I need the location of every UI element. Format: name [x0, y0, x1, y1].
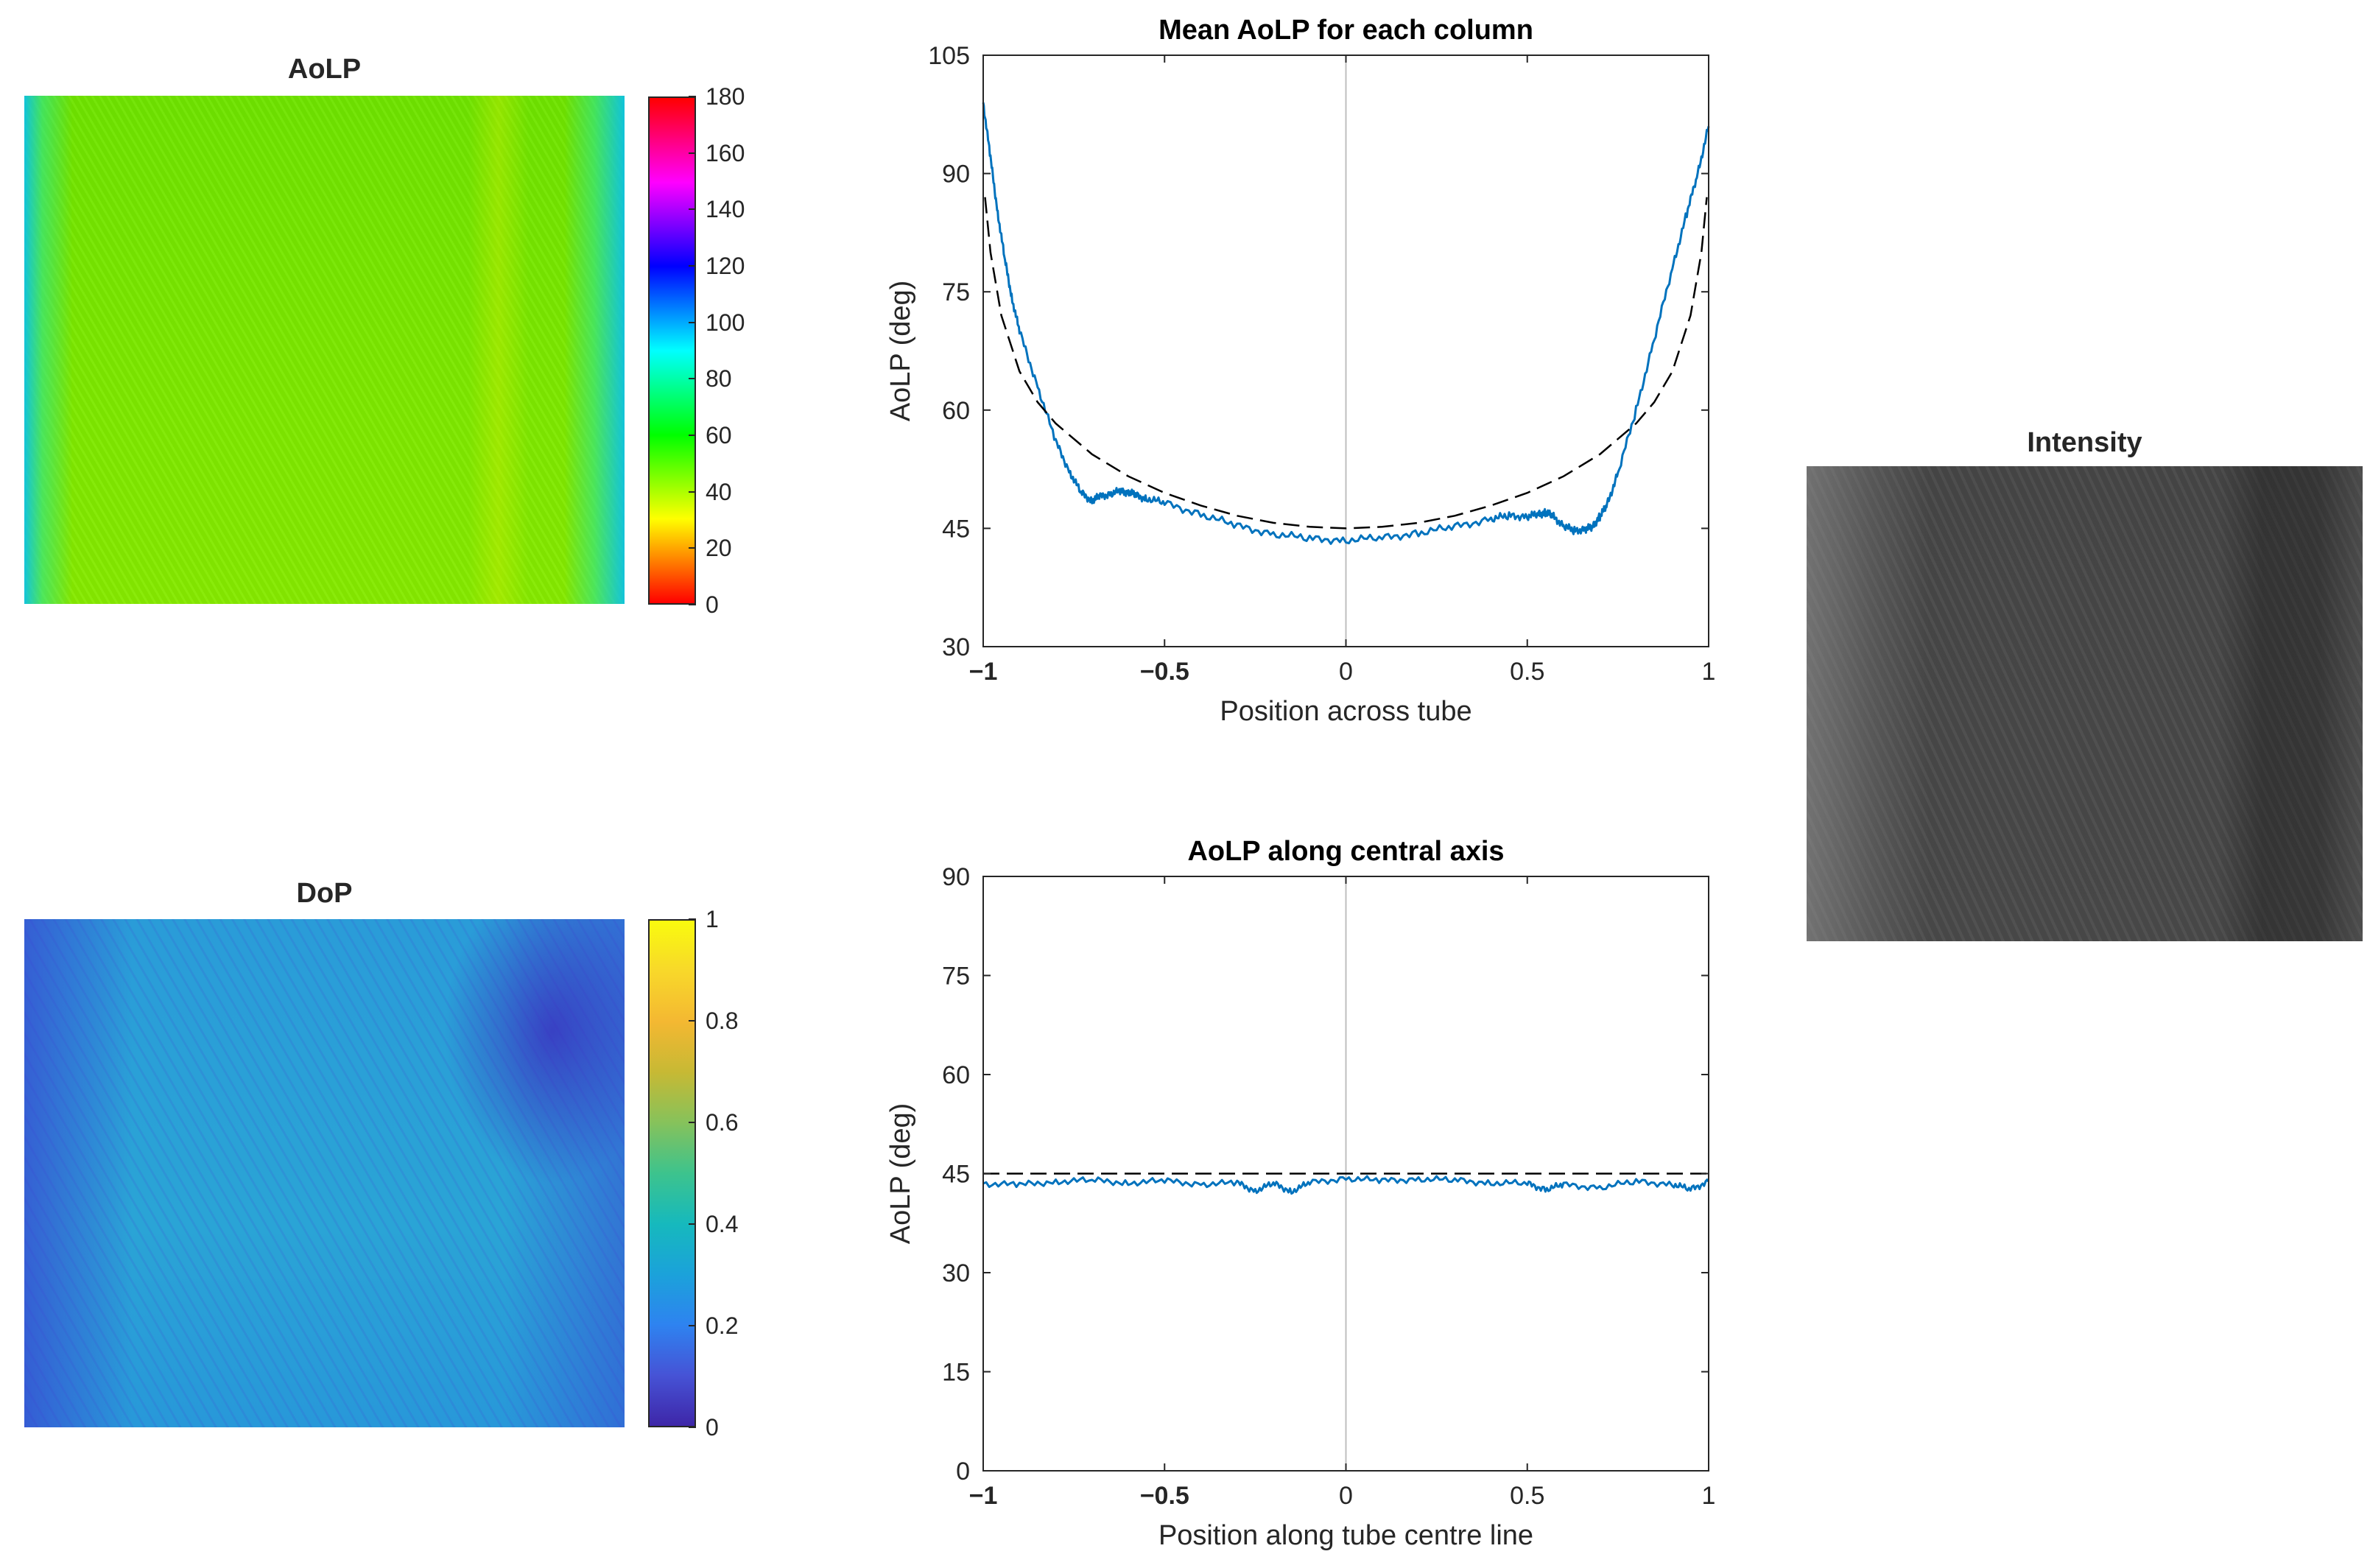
central-axis-ytick-label: 75 [942, 963, 970, 991]
aolp-colorbar-tick-label: 100 [706, 309, 745, 336]
central-axis-ytick-label: 45 [942, 1161, 970, 1189]
aolp-colorbar-tick-mark [689, 378, 696, 380]
aolp-colorbar-tick-mark [689, 604, 696, 605]
mean-aolp-title: Mean AoLP for each column [1158, 15, 1533, 46]
central-axis-xtick-label: 0.5 [1510, 1482, 1544, 1510]
central-axis-xtick-label: −0.5 [1140, 1482, 1189, 1510]
aolp-colorbar-tick-mark [689, 96, 696, 97]
mean-aolp-ytick-label: 90 [942, 161, 970, 189]
aolp-colorbar-tick-label: 60 [706, 422, 732, 449]
aolp-colorbar-tick-mark [689, 321, 696, 323]
dop-colorbar-tick-label: 0 [706, 1414, 719, 1441]
central-axis-ytick-label: 30 [942, 1259, 970, 1287]
central-axis-series-measured [982, 1175, 1710, 1195]
mean-aolp-xtick-label: −0.5 [1140, 658, 1189, 686]
mean-aolp-xlabel: Position across tube [1220, 696, 1471, 727]
dop-colorbar-tick-mark [689, 918, 696, 920]
aolp-central-axis-chart: −1 −0.5 0 0.5 1 0 15 30 45 60 75 90 AoLP along centr… [885, 836, 1716, 1551]
mean-aolp-xtick-label: −1 [969, 658, 998, 686]
intensity-map-image [1807, 466, 2363, 941]
aolp-colorbar-tick-label: 0 [706, 591, 719, 618]
dop-colorbar-tick-mark [689, 1020, 696, 1022]
mean-aolp-ytick-label: 105 [928, 42, 970, 70]
aolp-map-image [24, 96, 625, 604]
intensity-map-title: Intensity [2027, 427, 2142, 458]
mean-aolp-xtick-label: 1 [1702, 658, 1716, 686]
dop-colorbar-tick-label: 0.6 [706, 1109, 739, 1136]
aolp-colorbar-tick-mark [689, 491, 696, 493]
aolp-colorbar-tick-mark [689, 152, 696, 154]
dop-map-title: DoP [296, 878, 353, 909]
aolp-colorbar-tick-label: 20 [706, 535, 732, 562]
dop-colorbar-tick-label: 1 [706, 906, 719, 932]
dop-colorbar-tick-mark [689, 1223, 696, 1225]
aolp-colorbar-tick-mark [689, 208, 696, 211]
mean-aolp-series-reference [984, 197, 1708, 530]
central-axis-ytick-label: 90 [942, 863, 970, 891]
dop-colorbar-tick-mark [689, 1427, 696, 1428]
central-axis-ytick-label: 0 [956, 1458, 970, 1486]
central-axis-xtick-label: 1 [1702, 1482, 1716, 1510]
aolp-colorbar [648, 96, 696, 605]
central-axis-xtick-label: −1 [969, 1482, 998, 1510]
aolp-colorbar-tick-label: 160 [706, 139, 745, 166]
aolp-map-title: AoLP [287, 54, 362, 85]
mean-aolp-ytick-label: 75 [942, 278, 970, 306]
mean-aolp-ytick-label: 60 [942, 397, 970, 425]
central-axis-ytick-label: 15 [942, 1359, 970, 1387]
mean-aolp-ytick-label: 30 [942, 633, 970, 661]
aolp-colorbar-tick-mark [689, 547, 696, 549]
aolp-colorbar-tick-label: 80 [706, 365, 732, 393]
dop-map-image [24, 919, 625, 1427]
mean-aolp-ytick-label: 45 [942, 515, 970, 543]
dop-colorbar-tick-mark [689, 1325, 696, 1326]
aolp-colorbar-tick-label: 40 [706, 478, 732, 505]
dop-colorbar-tick-label: 0.4 [706, 1211, 739, 1237]
mean-aolp-xtick-label: 0 [1339, 658, 1353, 686]
central-axis-xlabel: Position along tube centre line [1158, 1520, 1533, 1551]
mean-aolp-ylabel: AoLP (deg) [885, 281, 916, 422]
dop-colorbar-tick-mark [689, 1122, 696, 1123]
aolp-colorbar-tick-label: 180 [706, 83, 745, 110]
mean-aolp-series-measured [982, 102, 1710, 545]
central-axis-ylabel: AoLP (deg) [885, 1103, 916, 1245]
mean-aolp-xtick-label: 0.5 [1510, 658, 1544, 686]
dop-colorbar-tick-label: 0.2 [706, 1312, 739, 1339]
aolp-colorbar-tick-mark [689, 265, 696, 267]
dop-colorbar-tick-label: 0.8 [706, 1008, 739, 1034]
aolp-colorbar-tick-mark [689, 435, 696, 436]
aolp-colorbar-tick-label: 120 [706, 253, 745, 279]
mean-aolp-chart: −1 −0.5 0 0.5 1 30 45 60 75 90 105 Mean AoLP for ea… [885, 15, 1716, 727]
dop-colorbar [648, 919, 696, 1427]
central-axis-xtick-label: 0 [1339, 1482, 1353, 1510]
aolp-colorbar-tick-label: 140 [706, 196, 745, 223]
central-axis-ytick-label: 60 [942, 1061, 970, 1089]
central-axis-title: AoLP along central axis [1187, 836, 1504, 867]
